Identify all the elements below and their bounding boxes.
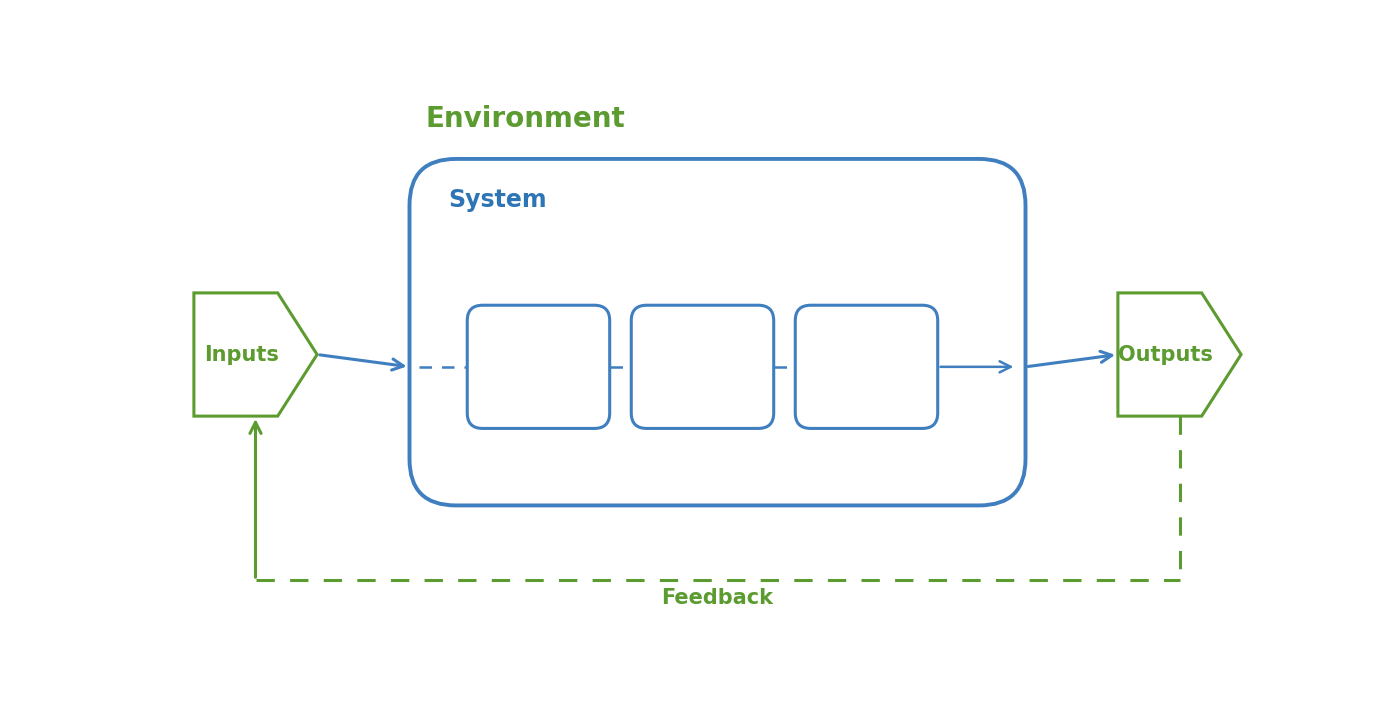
FancyBboxPatch shape bbox=[409, 159, 1025, 505]
Text: Inputs: Inputs bbox=[204, 345, 279, 364]
FancyBboxPatch shape bbox=[631, 305, 774, 428]
Polygon shape bbox=[1119, 293, 1242, 416]
Text: Feedback: Feedback bbox=[661, 588, 773, 608]
Text: Environment: Environment bbox=[426, 105, 624, 133]
FancyBboxPatch shape bbox=[468, 305, 610, 428]
FancyBboxPatch shape bbox=[795, 305, 938, 428]
Text: Outputs: Outputs bbox=[1119, 345, 1214, 364]
Text: System: System bbox=[448, 188, 546, 212]
Polygon shape bbox=[193, 293, 316, 416]
